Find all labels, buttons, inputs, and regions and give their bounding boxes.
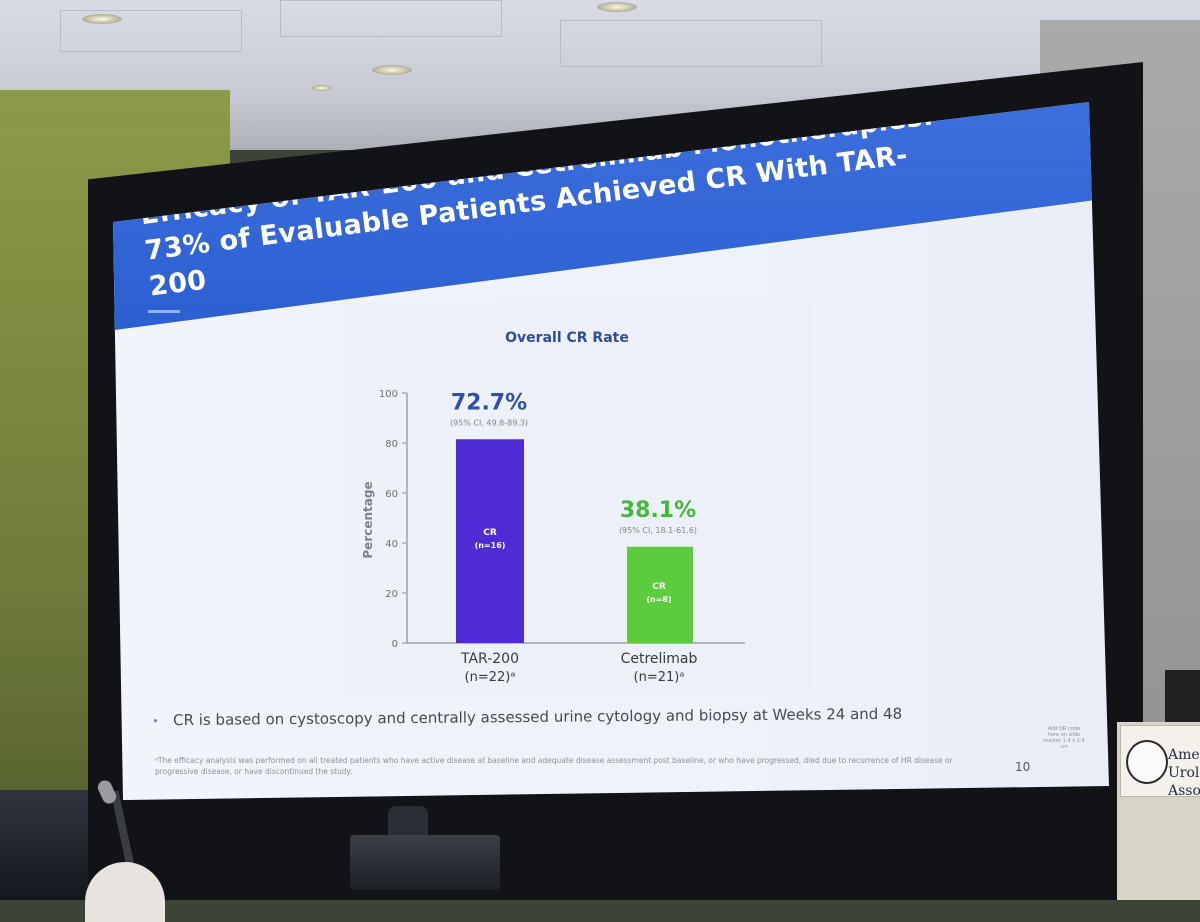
y-tick-label: 60 — [385, 489, 398, 500]
bar-ci-label: (95% CI, 18.1-61.6) — [619, 526, 697, 535]
y-tick-label: 20 — [385, 589, 398, 600]
bar-value-label: 38.1% — [620, 498, 696, 523]
bullet-icon: • — [151, 714, 160, 729]
chart-panel — [340, 300, 810, 695]
y-axis-label: Percentage — [361, 481, 375, 558]
association-logo-icon — [1126, 740, 1168, 784]
bar-0 — [456, 439, 524, 643]
bar-ci-label: (95% CI, 49.8-89.3) — [450, 418, 528, 427]
ceiling-light — [82, 14, 122, 24]
bar-value-label: 72.7% — [451, 390, 527, 415]
ceiling-light — [597, 2, 637, 12]
chart-title: Overall CR Rate — [505, 330, 629, 346]
bar-1 — [627, 546, 693, 643]
page-number: 10 — [1015, 760, 1031, 774]
footnote: ᵃThe efficacy analysis was performed on … — [155, 756, 953, 776]
x-category-label: Cetrelimab — [621, 651, 698, 667]
y-tick-label: 100 — [379, 389, 398, 400]
qr-placeholder-note: Add QR code here on slide master 1.4 x 1… — [1043, 726, 1085, 750]
podium-sign-line: Ame — [1168, 747, 1200, 763]
podium-sign-line: Asso — [1168, 783, 1200, 799]
confidence-monitor — [1165, 670, 1200, 725]
x-category-sublabel: (n=21)ᵃ — [634, 670, 685, 685]
ceiling-panel — [560, 20, 822, 67]
ceiling-light — [372, 65, 412, 75]
ceiling-panel — [60, 10, 242, 52]
bar-inner-count: (n=16) — [475, 541, 506, 550]
y-tick-label: 0 — [392, 639, 398, 650]
podium-sign-text: Ame Urol Asso — [1168, 746, 1200, 800]
podium-sign-line: Urol — [1168, 765, 1200, 781]
bar-inner-label: CR — [652, 582, 666, 592]
bar-chart: Overall CR Rate 0 20 40 60 80 100 Percentage 72.… — [361, 330, 745, 685]
x-category-label: TAR-200 — [460, 651, 519, 667]
y-tick-label: 80 — [385, 439, 398, 450]
bar-inner-count: (n=8) — [646, 595, 671, 604]
ceiling-panel — [280, 0, 502, 37]
projector — [350, 835, 500, 890]
ceiling-light — [312, 85, 332, 91]
header-underline — [148, 310, 180, 313]
y-tick-label: 40 — [385, 539, 398, 550]
x-category-sublabel: (n=22)ᵃ — [465, 670, 516, 685]
bar-inner-label: CR — [483, 528, 497, 538]
